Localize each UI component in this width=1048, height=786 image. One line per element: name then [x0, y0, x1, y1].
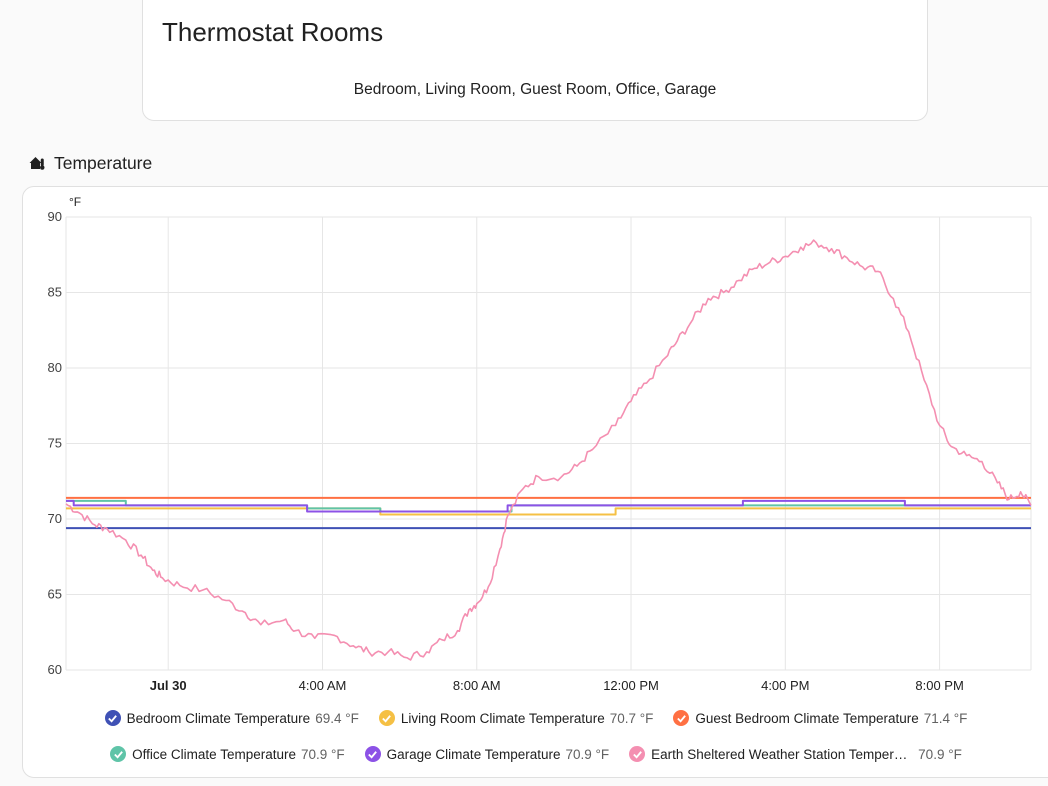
legend-value: 70.7 °F — [609, 710, 654, 726]
thermostat-rooms-card: Thermostat Rooms Bedroom, Living Room, G… — [142, 0, 928, 121]
legend-value: 71.4 °F — [923, 710, 968, 726]
legend-name: Office Climate Temperature — [132, 746, 296, 762]
checkbox-checked-icon[interactable] — [673, 710, 690, 726]
series-line-2[interactable] — [66, 507, 1031, 516]
temperature-line-chart[interactable]: 60 65 70 75 80 85 90 Jul 30 4:00 AM 8:00 AM 12:00 … — [23, 187, 1048, 707]
x-tick-label: 4:00 PM — [761, 678, 809, 693]
section-title: Temperature — [54, 152, 153, 173]
checkbox-checked-icon[interactable] — [378, 710, 395, 726]
temperature-section-header: Temperature — [28, 151, 152, 175]
x-tick-label: 4:00 AM — [299, 678, 347, 693]
legend-name: Guest Bedroom Climate Temperature — [695, 710, 919, 726]
checkbox-checked-icon[interactable] — [104, 710, 121, 726]
home-thermometer-icon — [29, 157, 45, 170]
x-tick-label: 8:00 AM — [453, 678, 501, 693]
legend-name: Living Room Climate Temperature — [400, 710, 605, 726]
legend-value: 70.9 °F — [918, 746, 962, 762]
legend-row-2: Office Climate Temperature 70.9 °F Garag… — [23, 746, 1048, 762]
checkbox-checked-icon[interactable] — [364, 746, 381, 762]
checkbox-checked-icon[interactable] — [629, 746, 646, 762]
legend-value: 69.4 °F — [315, 710, 359, 726]
legend-item-weather-station[interactable]: Earth Sheltered Weather Station Temperat… — [629, 746, 962, 762]
x-tick-label: 12:00 PM — [603, 678, 659, 693]
y-tick-label: 60 — [48, 662, 62, 677]
y-tick-label: 65 — [48, 587, 62, 602]
legend-row-1: Bedroom Climate Temperature 69.4 °F Livi… — [23, 710, 1048, 726]
rooms-card-title: Thermostat Rooms — [162, 17, 384, 47]
series-line-6[interactable] — [65, 239, 1032, 661]
legend-item-guest-bedroom[interactable]: Guest Bedroom Climate Temperature 71.4 °… — [673, 710, 967, 726]
x-tick-label: 8:00 PM — [915, 678, 963, 693]
legend-item-bedroom[interactable]: Bedroom Climate Temperature 69.4 °F — [104, 710, 359, 726]
plot-area[interactable] — [65, 239, 1032, 661]
legend-name: Earth Sheltered Weather Station Temperat… — [651, 746, 914, 762]
legend-value: 70.9 °F — [300, 746, 345, 762]
checkbox-checked-icon[interactable] — [110, 746, 127, 762]
legend-item-office[interactable]: Office Climate Temperature 70.9 °F — [110, 746, 345, 762]
series-line-5[interactable] — [66, 499, 1031, 513]
y-tick-label: 75 — [48, 436, 62, 451]
y-tick-label: 90 — [48, 209, 62, 224]
y-tick-label: 85 — [48, 285, 62, 300]
legend-item-garage[interactable]: Garage Climate Temperature 70.9 °F — [364, 746, 610, 762]
y-axis-unit-label: °F — [69, 195, 82, 209]
legend-name: Garage Climate Temperature — [386, 746, 561, 762]
temperature-chart-card[interactable]: °F 60 65 70 75 80 85 90 Jul 30 4:00 AM 8:00 AM 12:… — [22, 186, 1048, 778]
x-tick-label: Jul 30 — [150, 678, 187, 693]
y-tick-label: 70 — [48, 511, 62, 526]
legend-item-living-room[interactable]: Living Room Climate Temperature 70.7 °F — [378, 710, 654, 726]
y-tick-label: 80 — [48, 360, 62, 375]
rooms-list: Bedroom, Living Room, Guest Room, Office… — [353, 81, 717, 98]
legend-value: 70.9 °F — [565, 746, 610, 762]
legend-name: Bedroom Climate Temperature — [126, 710, 311, 726]
